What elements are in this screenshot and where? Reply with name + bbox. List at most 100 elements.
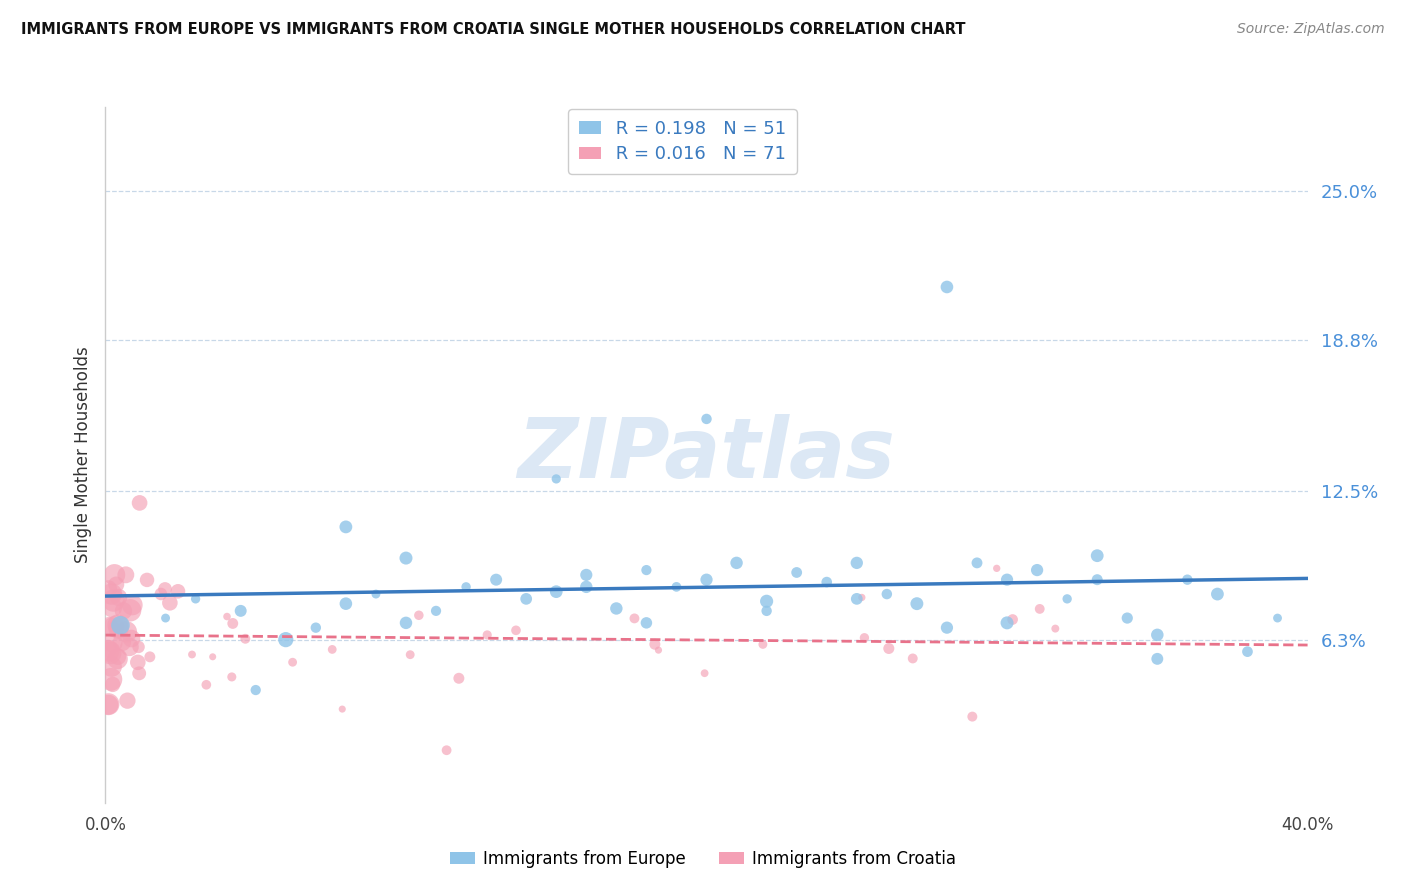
Point	[136, 573, 159, 587]
Text: Source: ZipAtlas.com: Source: ZipAtlas.com	[1237, 22, 1385, 37]
Point	[436, 743, 458, 757]
Point	[128, 496, 150, 510]
Point	[149, 587, 172, 601]
Point	[97, 582, 120, 596]
Point	[229, 604, 252, 618]
Point	[786, 566, 808, 580]
Point	[815, 575, 838, 590]
Point	[107, 649, 129, 664]
Point	[647, 643, 669, 657]
Point	[98, 646, 121, 660]
Point	[274, 632, 297, 647]
Point	[245, 683, 267, 698]
Point	[995, 573, 1018, 587]
Point	[222, 616, 245, 631]
Point	[111, 635, 134, 649]
Point	[107, 621, 129, 635]
Point	[546, 584, 568, 599]
Point	[97, 643, 120, 657]
Point	[936, 621, 959, 635]
Text: ZIPatlas: ZIPatlas	[517, 415, 896, 495]
Point	[575, 567, 598, 582]
Point	[936, 280, 959, 294]
Point	[215, 609, 238, 624]
Point	[281, 655, 304, 669]
Point	[221, 670, 243, 684]
Point	[128, 666, 150, 681]
Point	[364, 587, 387, 601]
Point	[1116, 611, 1139, 625]
Point	[644, 637, 666, 651]
Point	[1085, 549, 1108, 563]
Text: IMMIGRANTS FROM EUROPE VS IMMIGRANTS FROM CROATIA SINGLE MOTHER HOUSEHOLDS CORRE: IMMIGRANTS FROM EUROPE VS IMMIGRANTS FRO…	[21, 22, 966, 37]
Point	[399, 648, 422, 662]
Point	[1175, 573, 1198, 587]
Legend:  R = 0.198   N = 51,  R = 0.016   N = 71: R = 0.198 N = 51, R = 0.016 N = 71	[568, 109, 797, 174]
Point	[103, 593, 125, 607]
Point	[98, 619, 121, 633]
Point	[851, 591, 873, 605]
Point	[139, 649, 162, 664]
Point	[623, 611, 645, 625]
Point	[1001, 613, 1024, 627]
Point	[1267, 611, 1289, 625]
Point	[330, 702, 353, 716]
Point	[233, 632, 256, 646]
Point	[752, 637, 775, 651]
Point	[117, 693, 139, 707]
Point	[755, 604, 778, 618]
Point	[1206, 587, 1229, 601]
Point	[97, 698, 120, 712]
Point	[100, 673, 122, 687]
Point	[335, 597, 357, 611]
Point	[845, 591, 868, 606]
Point	[693, 666, 716, 681]
Point	[127, 656, 149, 670]
Point	[195, 678, 218, 692]
Point	[120, 603, 142, 617]
Point	[1028, 602, 1050, 616]
Point	[696, 412, 718, 426]
Point	[115, 624, 138, 639]
Point	[101, 636, 124, 650]
Point	[966, 556, 988, 570]
Point	[962, 709, 984, 723]
Point	[636, 615, 658, 630]
Point	[97, 641, 120, 656]
Point	[877, 641, 900, 656]
Point	[395, 551, 418, 566]
Y-axis label: Single Mother Households: Single Mother Households	[73, 347, 91, 563]
Point	[546, 472, 568, 486]
Point	[121, 598, 143, 612]
Point	[1045, 622, 1067, 636]
Point	[454, 580, 477, 594]
Point	[107, 618, 129, 632]
Point	[167, 584, 190, 599]
Point	[103, 567, 125, 582]
Point	[485, 573, 508, 587]
Point	[477, 628, 499, 642]
Point	[181, 648, 204, 662]
Point	[103, 620, 125, 634]
Point	[725, 556, 748, 570]
Point	[425, 604, 447, 618]
Point	[665, 580, 688, 594]
Point	[1146, 628, 1168, 642]
Point	[575, 580, 598, 594]
Point	[107, 652, 129, 666]
Point	[100, 587, 122, 601]
Point	[845, 556, 868, 570]
Point	[905, 597, 928, 611]
Point	[305, 621, 328, 635]
Point	[1056, 591, 1078, 606]
Point	[107, 591, 129, 605]
Legend: Immigrants from Europe, Immigrants from Croatia: Immigrants from Europe, Immigrants from …	[443, 844, 963, 875]
Point	[101, 677, 124, 691]
Point	[100, 659, 122, 673]
Point	[101, 600, 124, 615]
Point	[128, 640, 150, 654]
Point	[986, 561, 1008, 575]
Point	[159, 596, 181, 610]
Point	[853, 631, 876, 645]
Point	[505, 624, 527, 638]
